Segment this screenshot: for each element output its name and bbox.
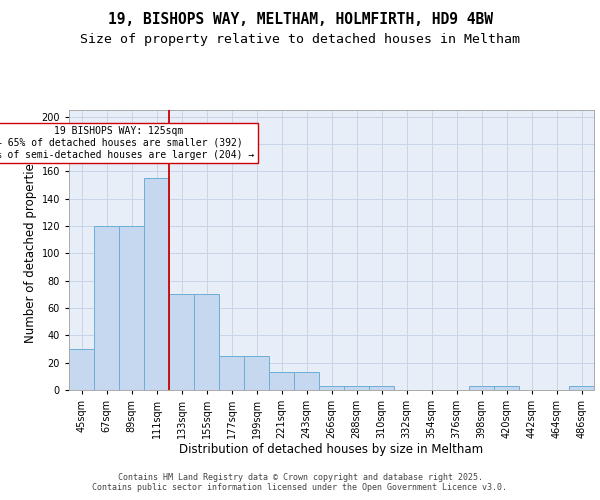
Bar (169, 294, 194, 390)
Bar (369, 386, 394, 390)
Text: Size of property relative to detached houses in Meltham: Size of property relative to detached ho… (80, 32, 520, 46)
Bar (494, 386, 519, 390)
Bar (69, 349, 94, 390)
Bar (344, 386, 369, 390)
Bar (269, 372, 294, 390)
Text: 19 BISHOPS WAY: 125sqm
← 65% of detached houses are smaller (392)
34% of semi-de: 19 BISHOPS WAY: 125sqm ← 65% of detached… (0, 126, 254, 160)
Bar (244, 356, 269, 390)
X-axis label: Distribution of detached houses by size in Meltham: Distribution of detached houses by size … (179, 442, 484, 456)
Bar (119, 226, 144, 390)
Bar (469, 386, 494, 390)
Bar (144, 178, 169, 390)
Bar (194, 294, 219, 390)
Y-axis label: Number of detached properties: Number of detached properties (25, 157, 37, 343)
Bar (319, 386, 344, 390)
Text: Contains HM Land Registry data © Crown copyright and database right 2025.
Contai: Contains HM Land Registry data © Crown c… (92, 473, 508, 492)
Bar (569, 386, 594, 390)
Text: 19, BISHOPS WAY, MELTHAM, HOLMFIRTH, HD9 4BW: 19, BISHOPS WAY, MELTHAM, HOLMFIRTH, HD9… (107, 12, 493, 28)
Bar (94, 226, 119, 390)
Bar (219, 356, 244, 390)
Bar (294, 372, 319, 390)
